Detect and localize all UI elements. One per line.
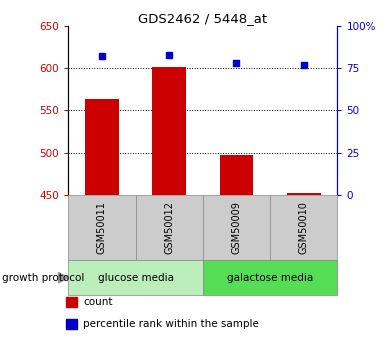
- Text: percentile rank within the sample: percentile rank within the sample: [83, 319, 259, 329]
- Bar: [85, 99, 119, 195]
- Bar: [287, 193, 321, 195]
- Text: GSM50010: GSM50010: [299, 201, 309, 254]
- Text: galactose media: galactose media: [227, 273, 313, 283]
- Text: glucose media: glucose media: [98, 273, 174, 283]
- Text: growth protocol: growth protocol: [2, 273, 84, 283]
- Point: [99, 53, 105, 59]
- Bar: [220, 155, 253, 195]
- Text: GSM50009: GSM50009: [231, 201, 241, 254]
- Text: GSM50011: GSM50011: [97, 201, 107, 254]
- Text: GSM50012: GSM50012: [164, 201, 174, 254]
- Text: count: count: [83, 297, 113, 307]
- Point: [301, 62, 307, 68]
- Title: GDS2462 / 5448_at: GDS2462 / 5448_at: [138, 12, 268, 25]
- Point: [166, 52, 172, 57]
- Point: [233, 60, 239, 66]
- Bar: [152, 67, 186, 195]
